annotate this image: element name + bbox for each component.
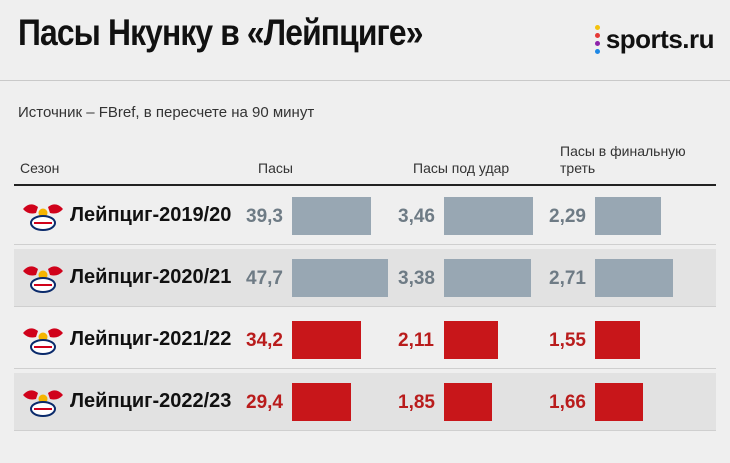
season-label: Лейпциг-2021/22 [70, 328, 232, 350]
season-label: Лейпциг-2020/21 [70, 266, 232, 288]
column-header-passes: Пасы [258, 160, 293, 176]
table-row: Лейпциг-2022/23 29,4 1,85 1,66 [14, 373, 716, 431]
column-header-season: Сезон [20, 160, 60, 176]
club-logo-icon [20, 261, 66, 293]
brand-name: sports.ru [605, 24, 715, 54]
bar [595, 197, 661, 235]
bar [595, 259, 673, 297]
bar [292, 321, 361, 359]
data-label: 2,29 [549, 206, 586, 227]
column-header-shot-passes: Пасы под удар [413, 160, 510, 176]
chart-title: Пасы Нкунку в «Лейпциге» [18, 12, 423, 53]
data-label: 1,55 [549, 330, 586, 351]
season-label: Лейпциг-2022/23 [70, 390, 232, 412]
column-header-final-third: Пасы в финальную треть [560, 143, 686, 177]
table-row: Лейпциг-2020/21 47,7 3,38 2,71 [14, 249, 716, 307]
source-note: Источник – FBref, в пересчете на 90 мину… [18, 104, 315, 121]
data-label: 1,85 [398, 392, 435, 413]
club-logo-icon [20, 323, 66, 355]
data-label: 2,71 [549, 268, 586, 289]
column-header-final-third-line1: Пасы в финальную [560, 143, 686, 159]
bar [595, 321, 640, 359]
bar [444, 321, 498, 359]
table-row: Лейпциг-2019/20 39,3 3,46 2,29 [14, 187, 716, 245]
data-label: 34,2 [246, 330, 283, 351]
table-row: Лейпциг-2021/22 34,2 2,11 1,55 [14, 311, 716, 369]
bar [292, 383, 351, 421]
bar [292, 259, 388, 297]
season-label: Лейпциг-2019/20 [70, 204, 232, 226]
bar [292, 197, 371, 235]
club-logo-icon [20, 199, 66, 231]
data-label: 29,4 [246, 392, 283, 413]
bar [595, 383, 643, 421]
data-label: 1,66 [549, 392, 586, 413]
bar [444, 197, 533, 235]
brand-dots-icon [594, 25, 600, 54]
club-logo-icon [20, 385, 66, 417]
data-label: 3,46 [398, 206, 435, 227]
brand-logo: sports.ru [594, 24, 715, 55]
data-label: 47,7 [246, 268, 283, 289]
bar [444, 259, 531, 297]
bar [444, 383, 492, 421]
header-divider [14, 184, 716, 186]
title-divider [0, 80, 730, 81]
data-label: 2,11 [398, 330, 434, 351]
column-header-final-third-line2: треть [560, 160, 596, 176]
data-label: 3,38 [398, 268, 435, 289]
data-label: 39,3 [246, 206, 283, 227]
